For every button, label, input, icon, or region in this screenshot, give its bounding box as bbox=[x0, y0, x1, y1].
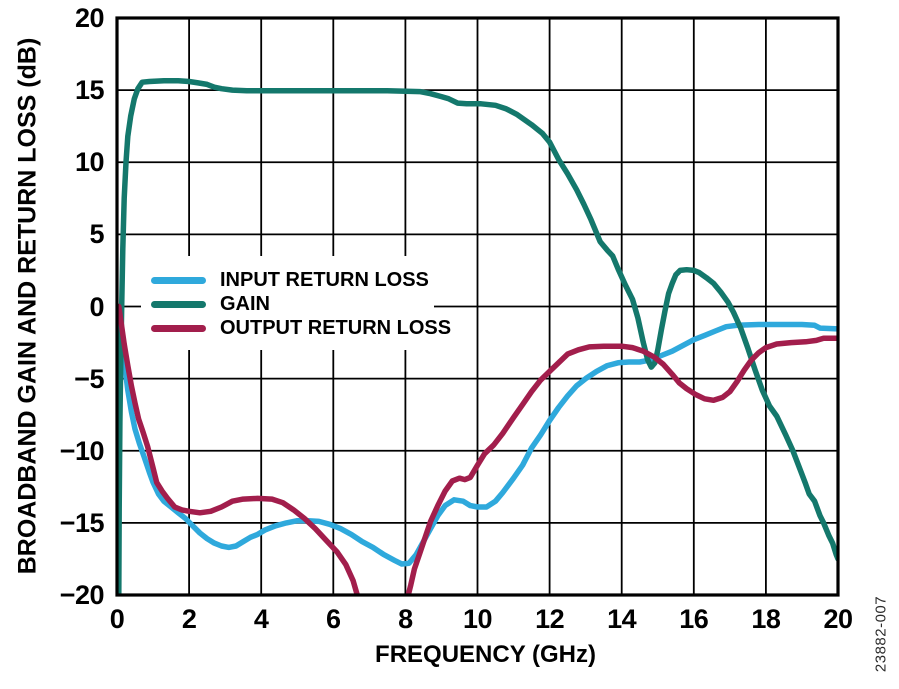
x-tick-label: 16 bbox=[679, 604, 709, 634]
legend-label-input-return-loss: INPUT RETURN LOSS bbox=[220, 268, 429, 291]
y-tick-label: 15 bbox=[74, 75, 105, 106]
x-tick-label: 10 bbox=[462, 604, 493, 634]
y-tick-label: −10 bbox=[59, 435, 105, 466]
chart-legend: INPUT RETURN LOSS GAIN OUTPUT RETURN LOS… bbox=[141, 256, 451, 350]
legend-line-input-return-loss-icon bbox=[151, 276, 206, 284]
x-tick-label: 14 bbox=[607, 604, 637, 634]
y-tick-label: −20 bbox=[59, 580, 105, 610]
x-tick-label: 20 bbox=[823, 604, 853, 634]
x-tick-label: 2 bbox=[181, 604, 197, 634]
legend-line-gain-icon bbox=[151, 300, 206, 308]
y-tick-label: 0 bbox=[89, 291, 104, 322]
plot-frame bbox=[115, 16, 840, 597]
legend-label-output-return-loss: OUTPUT RETURN LOSS bbox=[220, 316, 452, 339]
figure-number-watermark: 23882-007 bbox=[872, 595, 890, 673]
x-tick-label: 18 bbox=[751, 604, 781, 634]
x-tick-label: 6 bbox=[326, 604, 341, 634]
x-tick-label: 4 bbox=[253, 604, 269, 634]
y-tick-label: −5 bbox=[74, 363, 104, 394]
legend-item-gain: GAIN bbox=[151, 292, 434, 316]
x-tick-label: 8 bbox=[398, 604, 413, 634]
legend-item-output-return-loss: OUTPUT RETURN LOSS bbox=[151, 316, 451, 340]
x-axis-title: FREQUENCY (GHz) bbox=[375, 641, 596, 668]
y-tick-label: 10 bbox=[74, 147, 105, 178]
series-line-gain bbox=[116, 77, 839, 596]
y-tick-label: −15 bbox=[59, 507, 105, 538]
legend-item-input-return-loss: INPUT RETURN LOSS bbox=[151, 268, 434, 292]
y-axis-title: BROADBAND GAIN AND RETURN LOSS (dB) bbox=[13, 37, 42, 575]
x-tick-label: 12 bbox=[535, 604, 565, 634]
series-line-output-return-loss bbox=[116, 303, 839, 596]
legend-line-output-return-loss-icon bbox=[151, 324, 206, 332]
y-tick-label: 5 bbox=[89, 219, 104, 250]
y-tick-label: 20 bbox=[74, 3, 105, 33]
legend-label-gain: GAIN bbox=[220, 292, 270, 315]
x-tick-label: 0 bbox=[109, 604, 125, 634]
